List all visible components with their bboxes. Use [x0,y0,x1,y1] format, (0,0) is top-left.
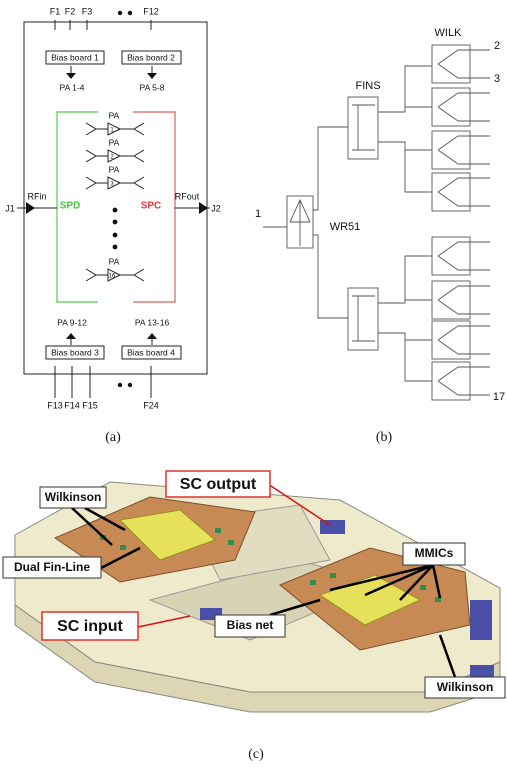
wilkinson-label: WILK [435,27,463,39]
bias-output-label: PA 5-8 [140,82,165,92]
fin-line-label: FINS [355,80,380,92]
callout-label: Wilkinson [45,490,102,504]
pin-label: F13 [47,400,63,410]
amplifier-label: PA [109,164,120,174]
figure: F1 F2 F3 F12 Bias board 1 Bias board 2 P… [0,0,507,767]
pin-label: F24 [143,400,159,410]
amplifier-row: PA 3 [86,164,144,189]
callout-label: SC input [57,618,123,635]
amplifier-label: PA [109,137,120,147]
bias-output-label: PA 9-12 [57,317,87,327]
waveguide-label: WR51 [330,221,361,233]
amplifier-row: PA 16 [86,256,144,281]
bias-output-label: PA 1-4 [60,82,85,92]
callout-label: Bias net [227,618,274,632]
ellipsis-dot [118,383,122,387]
bias-board-label: Bias board 3 [51,347,99,357]
callout-label: Wilkinson [437,680,494,694]
caption: (a) [105,430,121,445]
pin-label: F3 [82,6,93,16]
combiner-label: SPC [141,201,162,212]
pin-label: F14 [64,400,80,410]
output-label: RFout [175,191,200,201]
amplifier-row: PA 2 [86,137,144,162]
amplifier-label: PA [109,110,120,120]
callout-label: SC output [180,476,257,493]
arrow-head [147,73,157,79]
pin-label: F12 [143,6,159,16]
ellipsis-dot [128,11,132,15]
panel-a: F1 F2 F3 F12 Bias board 1 Bias board 2 P… [5,6,221,445]
pin-label: F1 [50,6,61,16]
bias-board-label: Bias board 2 [127,52,175,62]
amplifier-label: PA [109,256,120,266]
amplifier-index: 16 [109,274,116,280]
bias-board-label: Bias board 1 [51,52,99,62]
divider-label: SPD [60,201,81,212]
port-label: J2 [211,203,221,213]
housing-accent [320,520,345,534]
bias-output-label: PA 13-16 [135,317,170,327]
amplifier-row: PA 1 [86,110,144,135]
input-label: RFin [27,191,46,201]
input-arrow [26,202,35,214]
bias-board-label: Bias board 4 [127,347,175,357]
ellipsis-dots [113,208,118,250]
pin-label: F2 [65,6,76,16]
panel-b: WILK FINS WR51 1 2 3 17 (b) [255,27,505,445]
ellipsis-dot [118,11,122,15]
housing-accent [470,600,492,640]
panel-c: SC output Wilkinson Dual Fin-Line MMICs … [3,471,505,762]
port-label: 3 [494,73,500,85]
caption: (b) [376,430,393,445]
arrow-head [66,73,76,79]
callout-label: Dual Fin-Line [14,560,90,574]
callout-label: MMICs [415,546,454,560]
wilkinson-blocks [432,45,490,400]
ellipsis-dot [128,383,132,387]
pin-label: F15 [82,400,98,410]
port-label: 2 [494,40,500,52]
port-label: 17 [493,391,505,403]
port-label: 1 [255,208,261,220]
caption: (c) [248,747,264,762]
port-label: J1 [5,203,15,213]
